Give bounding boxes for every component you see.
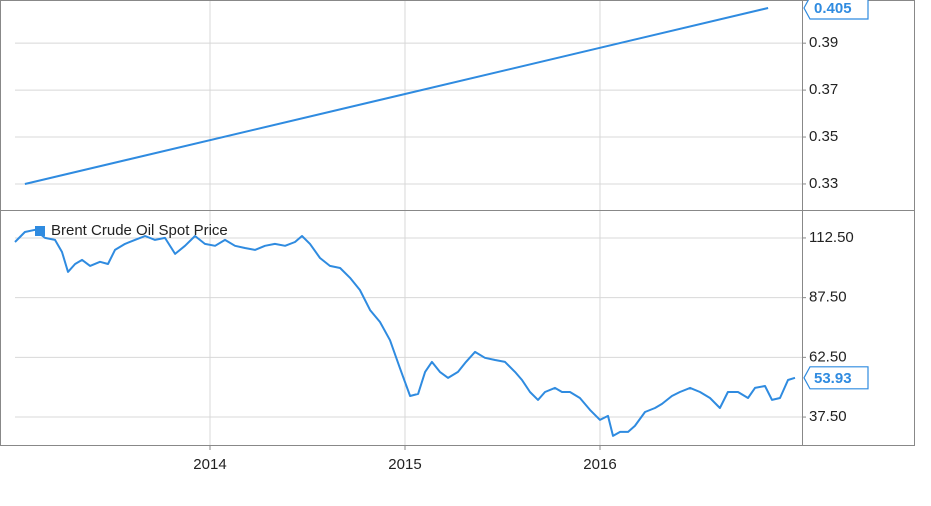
legend-swatch <box>35 226 45 236</box>
last-value-label: 0.405 <box>814 0 852 17</box>
series-line <box>24 7 769 185</box>
series-line <box>14 228 796 437</box>
panel-frame <box>0 210 915 446</box>
last-value-tag: 0.405 <box>803 0 869 20</box>
y-tick-label: 87.50 <box>809 289 847 306</box>
x-tick-label: 2016 <box>583 456 616 473</box>
y-tick-label: 0.33 <box>809 175 838 192</box>
x-tick-label: 2014 <box>193 456 226 473</box>
last-value-label: 53.93 <box>814 370 852 387</box>
y-tick-label: 0.37 <box>809 81 838 98</box>
last-value-tag: 53.93 <box>803 366 869 390</box>
legend-label: Brent Crude Oil Spot Price <box>51 222 228 239</box>
x-tick-label: 2015 <box>388 456 421 473</box>
y-tick-label: 0.35 <box>809 128 838 145</box>
tag-box <box>803 366 869 390</box>
tag-box <box>803 0 869 20</box>
y-tick-label: 37.50 <box>809 408 847 425</box>
y-tick-label: 62.50 <box>809 348 847 365</box>
y-tick-label: 112.50 <box>809 229 854 246</box>
y-tick-label: 0.39 <box>809 34 838 51</box>
